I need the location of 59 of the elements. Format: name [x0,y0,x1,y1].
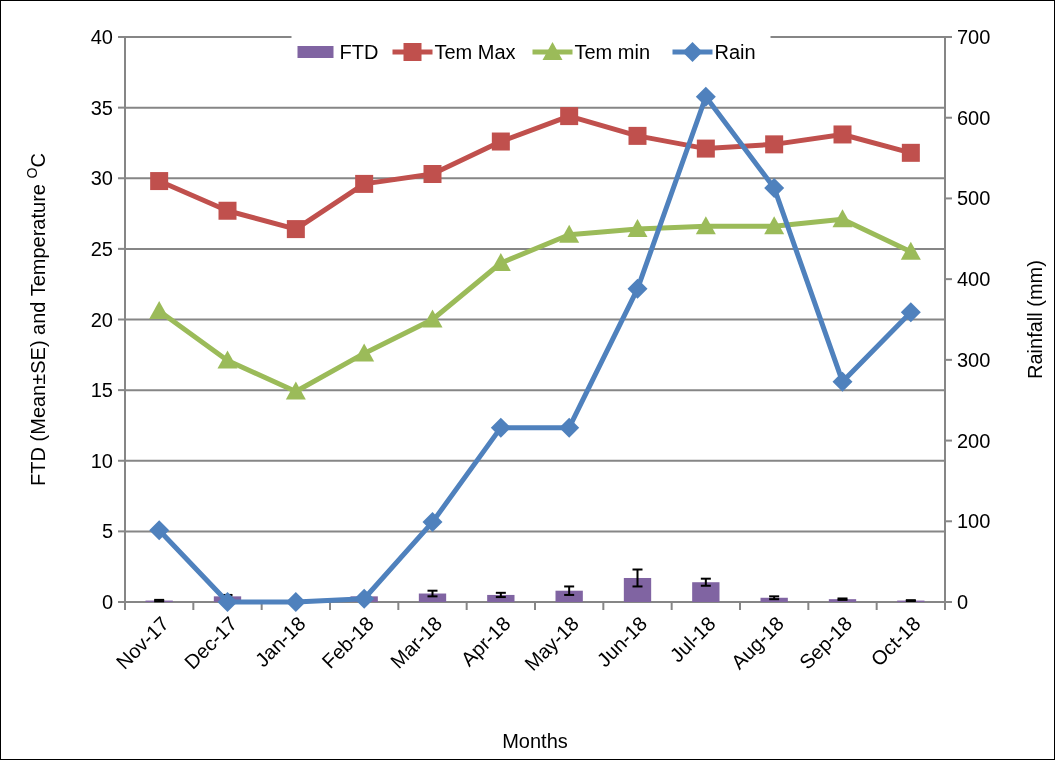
point [285,381,306,400]
y-tick-label: 25 [90,237,113,260]
point [901,143,920,162]
point [627,219,648,238]
point [355,174,374,193]
y-tick-label: 5 [101,520,113,543]
legend-label: Tem Max [434,41,516,63]
y-tick-label: 40 [90,26,113,48]
point [764,177,785,198]
y-tick-label: 0 [101,591,113,613]
point [696,139,715,158]
point [628,126,647,145]
y2-tick-label: 500 [957,187,991,210]
point [559,417,580,438]
point [422,512,443,533]
y2-tick-label: 0 [957,591,969,613]
y2-tick-label: 600 [957,106,991,129]
y2-tick-label: 200 [957,429,991,452]
point [695,86,716,107]
point [490,417,511,438]
y2-tick-label: 700 [957,26,991,48]
point [695,216,716,235]
point [286,220,305,239]
point [765,135,784,154]
y2-tick-label: 300 [957,348,991,371]
point [832,209,853,228]
point [560,107,579,126]
point [285,592,306,612]
legend-label: FTD [339,41,379,63]
point [354,588,375,609]
x-axis-title: Months [502,730,568,752]
y2-tick-label: 100 [957,510,991,533]
y-tick-label: 15 [90,379,113,402]
point [218,201,237,220]
y-tick-label: 35 [90,96,113,119]
point [627,278,648,299]
point [423,165,442,184]
point [491,132,510,151]
legend-label: Rain [714,41,756,63]
point [490,253,511,271]
y2-axis-title: Rainfall (mm) [1024,260,1046,379]
point [422,309,443,328]
point [354,343,375,362]
point [559,224,580,243]
y-tick-label: 20 [90,308,113,331]
point [900,302,921,323]
point [217,592,238,612]
point [833,125,852,144]
y-tick-label: 30 [90,167,113,190]
point [149,301,170,320]
point [900,241,921,260]
point [150,172,169,191]
point [217,350,238,369]
point [832,371,853,392]
point [764,216,785,235]
point [149,520,170,541]
y-tick-label: 10 [90,449,113,472]
y2-tick-label: 400 [957,268,991,291]
legend-label: Tem min [574,41,651,63]
